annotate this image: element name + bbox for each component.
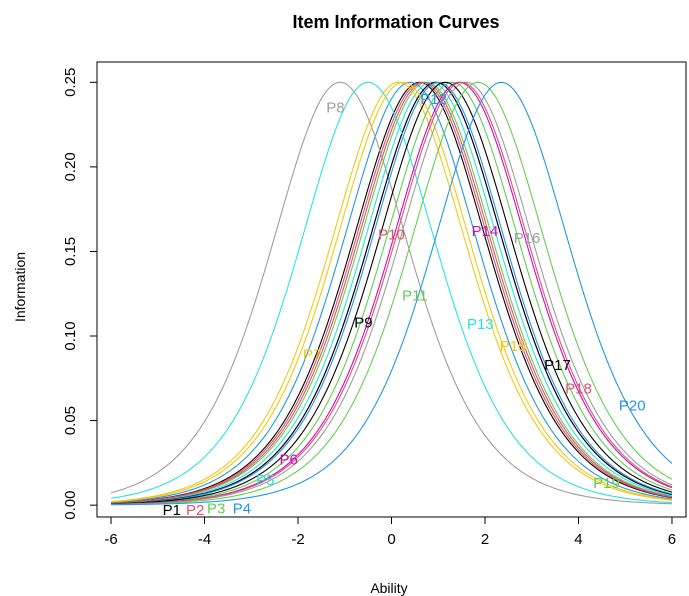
curve-p9 (111, 81, 673, 505)
y-axis-label: Information (12, 252, 28, 322)
curve-label-p16: P16 (514, 230, 541, 247)
curve-p13 (110, 81, 673, 504)
curve-label-p1: P1 (163, 502, 181, 519)
curve-p19 (111, 81, 673, 506)
curve-label-p4: P4 (233, 501, 251, 518)
curve-p10 (110, 81, 673, 504)
x-tick-label: 6 (668, 531, 676, 548)
y-tick-label: 0.25 (62, 68, 79, 97)
curve-p3 (110, 81, 673, 504)
curve-label-p5: P5 (256, 472, 274, 489)
x-axis-label: Ability (370, 580, 407, 596)
curve-p4 (110, 81, 673, 503)
curve-label-p15: P15 (500, 338, 527, 355)
curve-label-p10: P10 (378, 227, 405, 244)
curve-label-p11: P11 (402, 287, 428, 304)
curve-label-p14: P14 (472, 223, 499, 240)
curve-p1 (110, 81, 673, 504)
curve-p15 (110, 81, 673, 503)
curve-label-p18: P18 (565, 380, 592, 397)
y-tick-label: 0.10 (62, 321, 79, 350)
curve-p17 (111, 81, 673, 505)
curve-label-p17: P17 (544, 357, 571, 374)
curve-p7 (110, 81, 673, 503)
y-tick-label: 0.05 (62, 406, 79, 435)
x-tick-label: -6 (104, 531, 117, 548)
x-axis: -6 -4 -2 0 2 4 6 (104, 516, 676, 548)
curve-label-p6: P6 (279, 451, 297, 468)
curve-p18 (111, 81, 673, 505)
curve-label-p3: P3 (207, 501, 225, 518)
x-tick-label: 0 (387, 531, 395, 548)
curve-p2 (110, 81, 673, 504)
curve-label-p20: P20 (619, 397, 646, 414)
x-tick-label: -4 (198, 531, 211, 548)
curve-label-p19: P19 (593, 475, 620, 492)
y-tick-label: 0.20 (62, 152, 79, 181)
curves-layer (110, 81, 673, 506)
curve-label-p2: P2 (186, 502, 204, 519)
curve-p6 (111, 81, 673, 505)
y-axis: 0.00 0.05 0.10 0.15 0.20 0.25 (62, 68, 98, 520)
curve-label-p12: P12 (420, 91, 447, 108)
curve-label-p8: P8 (326, 100, 344, 117)
curve-p16 (111, 81, 673, 505)
curve-p20 (111, 81, 673, 506)
y-tick-label: 0.00 (62, 491, 79, 520)
curve-p5 (110, 81, 673, 504)
y-tick-label: 0.15 (62, 237, 79, 266)
curve-label-p9: P9 (354, 314, 372, 331)
x-tick-label: -2 (291, 531, 304, 548)
curve-label-p7: P7 (303, 347, 321, 364)
chart-title: Item Information Curves (292, 12, 499, 32)
curve-p11 (111, 81, 673, 505)
curve-labels-layer: P1 P2 P3 P4 P5 P6 P7 P8 P9 P10 P11 P12 P13 P14 P15 P16 P… (163, 91, 646, 519)
curve-p8 (110, 81, 672, 505)
curve-label-p13: P13 (467, 316, 494, 333)
curve-p12 (111, 81, 673, 505)
x-tick-label: 4 (574, 531, 582, 548)
x-tick-label: 2 (481, 531, 489, 548)
